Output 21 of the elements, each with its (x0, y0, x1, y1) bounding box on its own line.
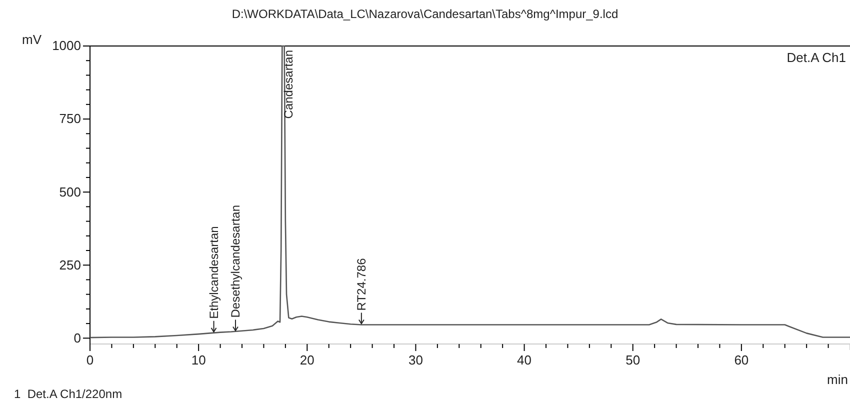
x-tick-label: 10 (191, 352, 206, 368)
x-tick-label: 40 (517, 352, 532, 368)
y-tick-label: 500 (59, 184, 81, 200)
annotation: RT24.786 (354, 258, 368, 311)
annotation: Candesartan (282, 50, 296, 119)
y-tick-label: 750 (59, 111, 81, 126)
y-tick-label: 0 (74, 330, 81, 346)
y-axis-title: mV (22, 32, 42, 47)
chart-title: D:\WORKDATA\Data_LC\Nazarova\Candesartan\Tabs^8mg^Impur_9.lcd (232, 7, 618, 21)
x-tick-label: 30 (408, 352, 423, 368)
x-tick-label: 20 (300, 352, 314, 368)
text: 1 Det.A Ch1/220nm (14, 387, 122, 401)
chart-subtitle: Det.A Ch1 (786, 50, 846, 65)
x-tick-label: 60 (734, 352, 749, 368)
annotation: Desethylcandesartan (228, 204, 242, 318)
x-tick-label: 0 (86, 352, 94, 368)
y-tick-label: 1000 (52, 38, 81, 54)
annotation: Ethylcandesartan (206, 226, 221, 319)
x-tick-label: 50 (626, 352, 640, 368)
x-axis-title: min (827, 372, 848, 387)
y-tick-label: 250 (59, 257, 81, 272)
